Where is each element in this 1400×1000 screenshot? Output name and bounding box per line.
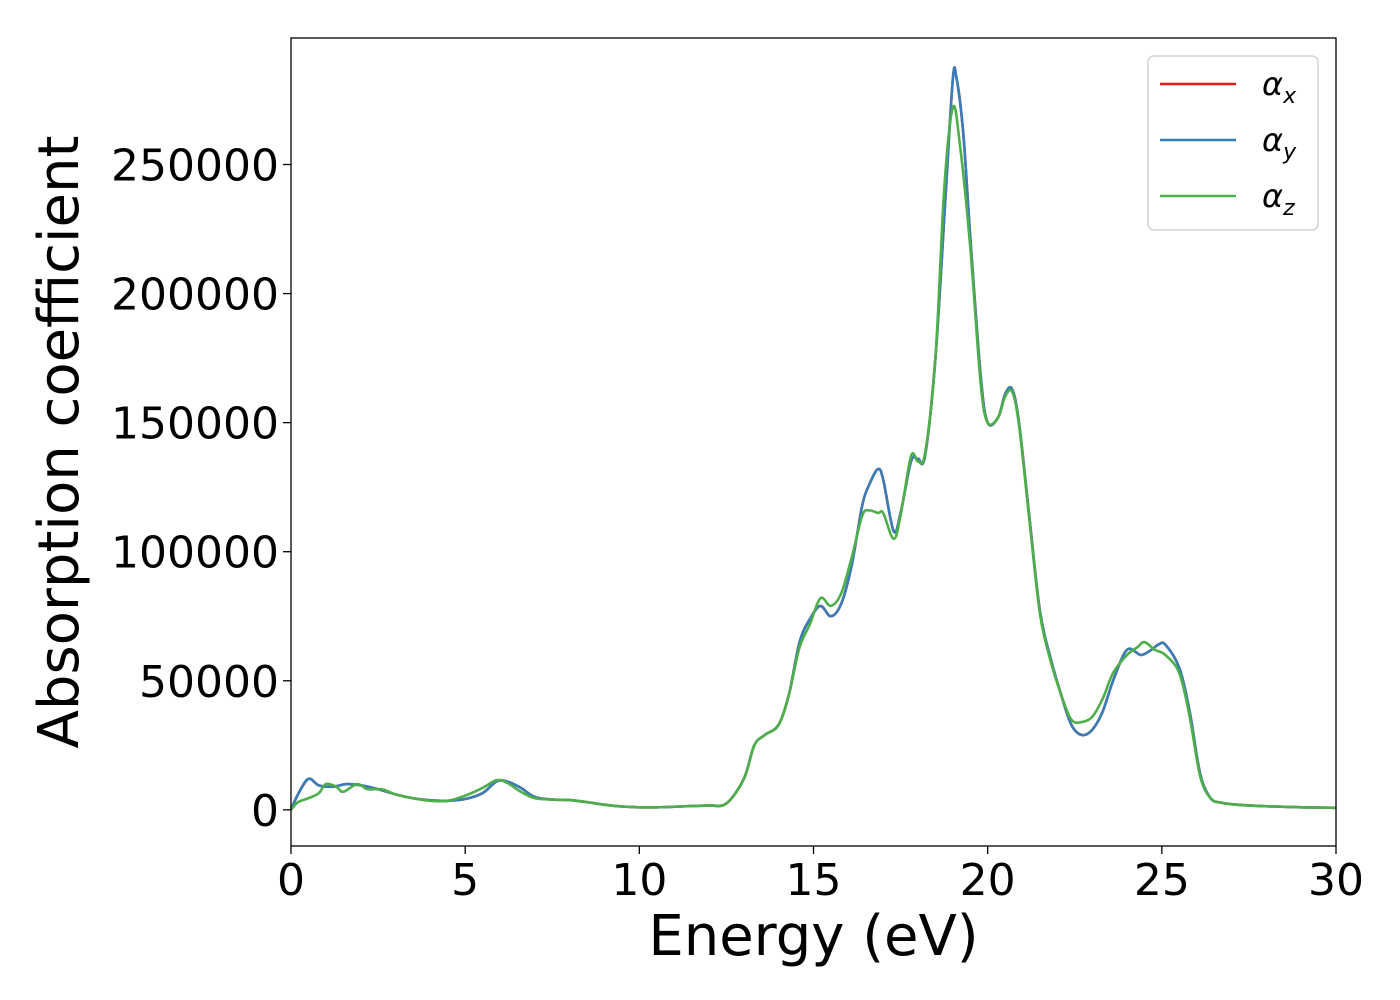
- x-tick-label: 20: [960, 855, 1016, 906]
- x-tick-label: 0: [277, 855, 305, 906]
- legend-label-z: αz: [1262, 177, 1295, 221]
- y-tick-label: 0: [251, 786, 279, 837]
- x-axis-title: Energy (eV): [648, 904, 978, 969]
- x-tick-label: 10: [611, 855, 667, 906]
- y-axis-title: Absorption coefficient: [27, 136, 92, 749]
- x-tick-label: 30: [1308, 855, 1364, 906]
- legend-label-y: αy: [1262, 121, 1297, 165]
- y-tick-label: 50000: [139, 657, 279, 708]
- legend: αx αy αz: [1147, 55, 1319, 231]
- x-tick-label: 5: [451, 855, 479, 906]
- y-tick-label: 250000: [111, 140, 279, 191]
- x-tick-label: 25: [1134, 855, 1190, 906]
- y-tick-label: 100000: [111, 528, 279, 579]
- x-tick-label: 15: [786, 855, 842, 906]
- plot-lines: [289, 66, 1337, 811]
- y-tick-label: 200000: [111, 270, 279, 321]
- series-line-z: [289, 104, 1337, 811]
- legend-box: [1147, 55, 1319, 231]
- legend-label-x: αx: [1262, 65, 1297, 109]
- x-axis-ticks: 0 5 10 15 20 25 30: [277, 846, 1364, 906]
- y-axis-ticks: 0 50000 100000 150000 200000 250000: [111, 140, 291, 837]
- y-tick-label: 150000: [111, 399, 279, 450]
